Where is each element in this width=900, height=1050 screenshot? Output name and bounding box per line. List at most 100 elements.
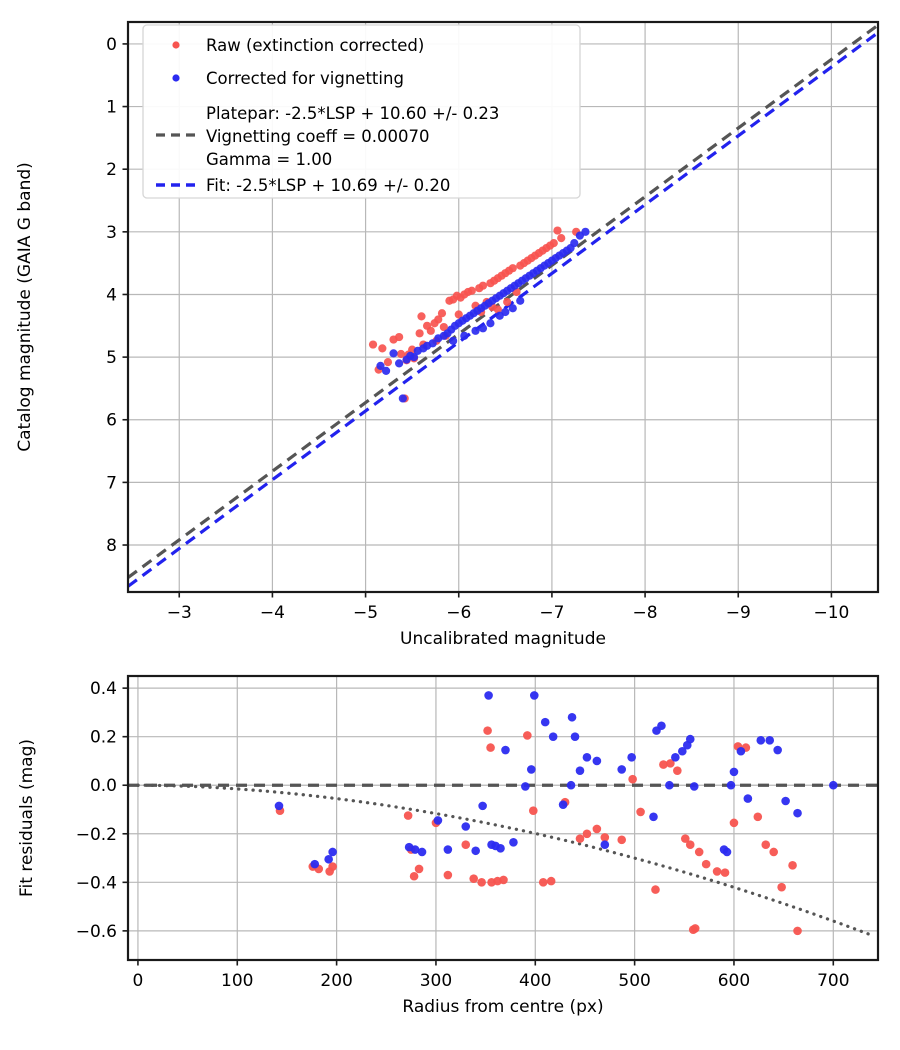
scatter-point: [694, 847, 704, 857]
scatter-point: [529, 691, 539, 700]
y-tick-label: 8: [106, 536, 117, 556]
top-plot-ticks: −3 −4 −5 −6 −7 −8 −9 −10 0 1 2 3 4 5 6 7 8: [106, 35, 849, 623]
top-corrected-scatter-series: [376, 227, 590, 403]
legend-marker-corrected: [172, 74, 180, 82]
scatter-point: [409, 871, 419, 881]
scatter-point: [567, 712, 577, 722]
scatter-point: [460, 331, 469, 340]
legend-label-platepar-3: Gamma = 1.00: [206, 150, 332, 169]
scatter-point: [368, 340, 378, 349]
y-tick-label: 0.0: [90, 776, 117, 796]
scatter-point: [671, 753, 680, 762]
scatter-point: [570, 732, 580, 741]
scatter-point: [484, 691, 493, 700]
scatter-point: [428, 339, 437, 348]
y-tick-label: 0.2: [90, 728, 117, 748]
scatter-point: [434, 315, 443, 324]
y-tick-label: −0.6: [76, 922, 117, 942]
top-y-axis-label: Catalog magnitude (GAIA G band): [15, 162, 35, 452]
scatter-point: [680, 834, 690, 843]
x-tick-label: −4: [260, 603, 285, 623]
bottom-raw-scatter-series: [275, 726, 802, 936]
scatter-point: [558, 800, 568, 809]
x-tick-label: 200: [320, 971, 352, 991]
scatter-point: [410, 845, 420, 854]
legend-box: [142, 24, 581, 199]
scatter-point: [617, 765, 627, 774]
fit-trend-line: [127, 31, 879, 588]
scatter-point: [437, 309, 447, 318]
scatter-point: [324, 854, 333, 864]
scatter-point: [777, 882, 786, 892]
scatter-point: [389, 349, 398, 358]
scatter-point: [649, 812, 658, 822]
x-tick-label: −3: [167, 603, 192, 623]
scatter-point: [651, 885, 660, 894]
scatter-point: [538, 878, 548, 887]
scatter-point: [469, 874, 478, 883]
scatter-point: [528, 806, 538, 816]
y-tick-label: 6: [106, 411, 117, 431]
scatter-point: [398, 394, 407, 403]
scatter-point: [461, 840, 471, 850]
scatter-point: [617, 835, 627, 845]
scatter-point: [689, 782, 699, 791]
y-tick-label: 0.4: [90, 679, 117, 699]
scatter-point: [575, 766, 585, 775]
scatter-point: [486, 743, 495, 752]
scatter-point: [417, 312, 426, 321]
bottom-plot-panel: 0 100 200 300 400 500 600 700 0.4 0.2 0.0 −0.2 −0.4 −…: [0, 655, 900, 1050]
scatter-point: [521, 782, 530, 791]
scatter-point: [378, 344, 387, 353]
scatter-point: [508, 304, 517, 313]
scatter-point: [328, 862, 337, 871]
scatter-point: [483, 726, 492, 735]
scatter-point: [712, 867, 722, 876]
scatter-point: [403, 811, 413, 820]
scatter-point: [454, 310, 463, 319]
scatter-point: [516, 296, 525, 305]
scatter-point: [566, 780, 576, 790]
scatter-point: [736, 746, 746, 756]
scatter-point: [433, 816, 443, 825]
scatter-point: [657, 721, 666, 731]
scatter-point: [666, 759, 675, 768]
scatter-point: [496, 844, 505, 853]
scatter-point: [503, 297, 512, 307]
scatter-point: [546, 876, 556, 886]
scatter-point: [743, 794, 753, 803]
scatter-point: [395, 359, 404, 368]
x-tick-label: −6: [446, 603, 471, 623]
scatter-point: [553, 226, 562, 235]
y-tick-label: 4: [106, 285, 117, 305]
legend-label-raw: Raw (extinction corrected): [206, 36, 424, 55]
scatter-point: [636, 807, 645, 817]
bottom-plot-ticks: 0 100 200 300 400 500 600 700 0.4 0.2 0.0 −0.2 −0.4 −…: [76, 679, 850, 991]
scatter-point: [722, 847, 732, 857]
scatter-point: [673, 766, 682, 775]
scatter-point: [600, 840, 610, 850]
legend-label-fit: Fit: -2.5*LSP + 10.69 +/- 0.20: [206, 176, 450, 195]
legend-label-platepar-1: Platepar: -2.5*LSP + 10.60 +/- 0.23: [206, 104, 499, 123]
vignetting-model-curve: [136, 783, 873, 937]
scatter-point: [592, 824, 602, 834]
x-tick-label: −5: [353, 603, 378, 623]
scatter-point: [549, 239, 558, 248]
scatter-point: [600, 833, 610, 842]
scatter-point: [678, 746, 687, 756]
scatter-point: [478, 324, 488, 333]
x-tick-label: −10: [813, 603, 849, 623]
scatter-point: [793, 926, 802, 936]
scatter-point: [478, 281, 488, 290]
scatter-point: [756, 736, 766, 745]
y-tick-label: 0: [106, 35, 117, 55]
scatter-point: [690, 924, 700, 933]
x-tick-label: 600: [718, 971, 750, 991]
scatter-point: [499, 875, 508, 885]
scatter-point: [443, 870, 453, 880]
scatter-point: [376, 361, 385, 370]
scatter-point: [523, 731, 532, 740]
scatter-point: [659, 760, 668, 769]
scatter-point: [396, 349, 406, 359]
